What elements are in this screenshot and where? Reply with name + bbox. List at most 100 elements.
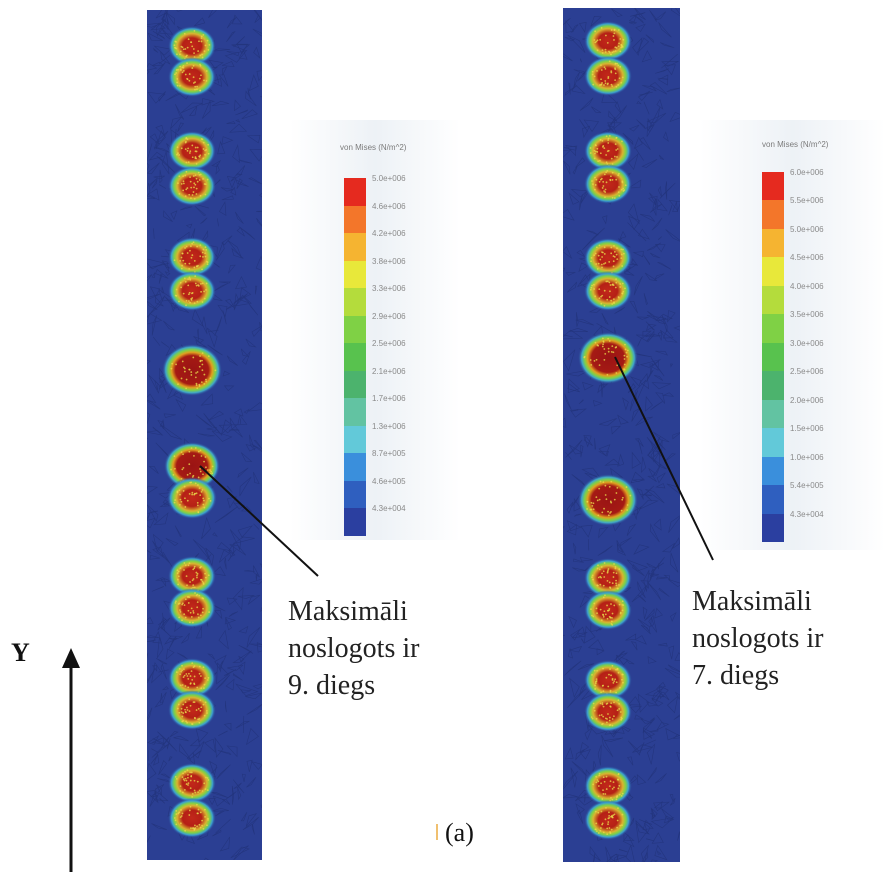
mesh-node <box>612 260 615 263</box>
mesh-node <box>188 291 191 294</box>
mesh-element <box>201 516 211 539</box>
mesh-element <box>565 20 575 33</box>
mesh-element <box>583 436 593 446</box>
mesh-node <box>614 678 617 681</box>
mesh-node <box>612 255 615 258</box>
mesh-node <box>603 358 606 361</box>
mesh-node <box>182 668 185 671</box>
mesh-element <box>229 417 243 438</box>
mesh-node <box>194 88 196 91</box>
mesh-node <box>190 374 193 376</box>
mesh-node <box>617 787 620 790</box>
mesh-node <box>199 360 202 363</box>
mesh-node <box>617 45 620 48</box>
mesh-node <box>177 383 179 386</box>
mesh-node <box>614 46 617 49</box>
mesh-node <box>614 143 617 146</box>
mesh-element <box>614 650 625 661</box>
mesh-node <box>184 770 186 773</box>
mesh-element <box>216 73 220 84</box>
mesh-element <box>251 824 255 835</box>
mesh-element <box>656 198 668 212</box>
mesh-node <box>202 607 204 610</box>
mesh-node <box>187 564 190 567</box>
mesh-node <box>604 262 607 264</box>
mesh-node <box>613 32 616 35</box>
mesh-node <box>181 468 184 471</box>
mesh-element <box>663 574 671 581</box>
mesh-element <box>250 761 262 770</box>
mesh-node <box>604 352 607 355</box>
mesh-node <box>186 709 189 711</box>
mesh-node <box>593 669 596 672</box>
mesh-node <box>184 564 187 567</box>
mesh-node <box>606 617 609 620</box>
mesh-node <box>197 613 199 616</box>
mesh-element <box>240 452 253 462</box>
mesh-node <box>184 506 187 508</box>
mesh-element <box>651 697 664 707</box>
mesh-element <box>582 227 605 251</box>
mesh-node <box>199 154 202 157</box>
mesh-node <box>612 298 615 301</box>
mesh-node <box>199 699 202 702</box>
mesh-element <box>617 543 624 553</box>
mesh-node <box>203 782 206 785</box>
mesh-node <box>202 157 205 160</box>
mesh-node <box>621 609 624 612</box>
mesh-node <box>196 780 199 783</box>
mesh-element <box>165 12 175 26</box>
mesh-element <box>233 408 244 417</box>
mesh-element <box>235 720 250 729</box>
mesh-node <box>597 780 600 783</box>
mesh-node <box>618 603 621 606</box>
mesh-element <box>224 49 248 63</box>
mesh-node <box>614 72 617 75</box>
mesh-node <box>196 371 199 373</box>
mesh-node <box>610 603 612 605</box>
mesh-node <box>197 285 200 287</box>
mesh-element <box>655 483 666 489</box>
mesh-element <box>147 91 166 104</box>
mesh-element <box>649 567 655 582</box>
mesh-node <box>604 196 606 199</box>
mesh-node <box>181 602 184 605</box>
mesh-element <box>163 210 173 222</box>
mesh-node <box>604 48 607 51</box>
mesh-node <box>621 673 624 676</box>
mesh-node <box>604 82 607 85</box>
mesh-element <box>228 264 236 274</box>
mesh-node <box>608 281 611 284</box>
mesh-element <box>641 844 649 862</box>
mesh-node <box>590 608 592 611</box>
mesh-element <box>635 147 644 161</box>
mesh-element <box>651 360 659 371</box>
mesh-node <box>608 719 611 722</box>
mesh-element <box>633 276 643 296</box>
mesh-element <box>632 251 644 258</box>
mesh-node <box>600 576 602 579</box>
mesh-element <box>218 74 229 87</box>
mesh-element <box>235 683 259 697</box>
mesh-element <box>576 312 579 327</box>
stress-hotspot <box>584 660 632 700</box>
mesh-node <box>188 562 191 565</box>
mesh-node <box>594 828 597 831</box>
mesh-node <box>177 583 180 586</box>
mesh-element <box>566 281 577 293</box>
mesh-node <box>605 135 608 138</box>
mesh-node <box>619 50 622 53</box>
mesh-node <box>603 610 606 613</box>
mesh-node <box>592 508 595 511</box>
mesh-element <box>233 99 241 112</box>
mesh-node <box>618 77 621 80</box>
mesh-element <box>601 734 614 758</box>
stress-hotspot <box>168 271 216 311</box>
mesh-node <box>619 824 621 827</box>
mesh-element <box>563 160 571 175</box>
mesh-element <box>158 23 174 35</box>
mesh-node <box>600 714 603 716</box>
mesh-node <box>189 150 192 153</box>
mesh-element <box>629 376 642 387</box>
